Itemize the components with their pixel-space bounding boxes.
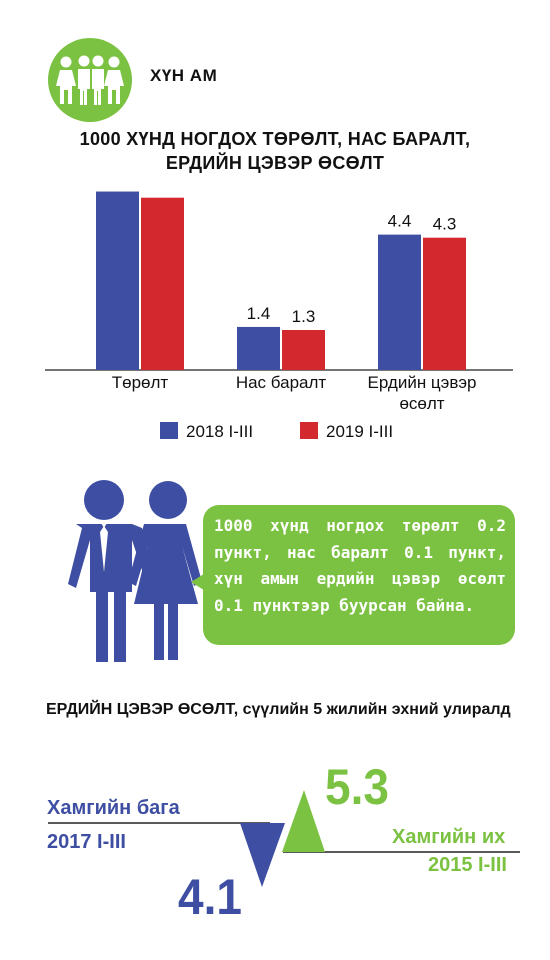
min-period: 2017 I-III: [47, 831, 126, 853]
legend-swatch: [300, 422, 318, 439]
people-group-icon: [48, 38, 132, 122]
max-period: 2015 I-III: [428, 854, 507, 876]
legend-swatch: [160, 422, 178, 439]
min-value: 4.1: [178, 869, 242, 925]
chart-title-line-1: 1000 ХҮНД НОГДОХ ТӨРӨЛТ, НАС БАРАЛТ,: [79, 129, 471, 149]
max-label: Хамгийн их: [392, 826, 506, 848]
data-label: 1.3: [292, 307, 316, 326]
section-label: ХҮН АМ: [150, 66, 218, 85]
category-label: Нас баралт: [236, 373, 327, 392]
data-label: 5.6: [151, 190, 175, 194]
growth-title: ЕРДИЙН ЦЭВЭР ӨСӨЛТ, сүүлийн 5 жилийн эхн…: [46, 701, 511, 718]
chart-title-line-2: ЕРДИЙН ЦЭВЭР ӨСӨЛТ: [165, 153, 385, 173]
category-label: өсөлт: [399, 394, 444, 413]
data-label: 4.4: [388, 212, 412, 231]
data-label: 1.4: [247, 304, 271, 323]
min-triangle: [240, 823, 285, 887]
bar: [423, 237, 466, 370]
bar: [141, 197, 184, 370]
summary-text: 1000 хүнд ногдох төрөлт 0.2 пункт, нас б…: [214, 516, 506, 615]
min-label: Хамгийн бага: [47, 797, 180, 819]
summary-bubble: [203, 505, 515, 645]
growth-graphic: [48, 790, 520, 887]
category-label: Ердийн цэвэр: [368, 373, 477, 392]
bar: [96, 191, 139, 370]
legend-label: 2018 I-III: [186, 422, 253, 441]
data-label: 4.3: [433, 215, 457, 234]
couple-icon: [52, 478, 212, 669]
max-value: 5.3: [325, 759, 389, 815]
bar: [237, 326, 280, 370]
max-triangle: [282, 790, 325, 852]
category-label: Төрөлт: [112, 373, 169, 392]
chart-title: 1000 ХҮНД НОГДОХ ТӨРӨЛТ, НАС БАРАЛТ, ЕРД…: [0, 127, 550, 175]
bar: [282, 330, 325, 370]
bar: [378, 234, 421, 370]
legend-label: 2019 I-III: [326, 422, 393, 441]
bubble-tail: [191, 572, 207, 592]
